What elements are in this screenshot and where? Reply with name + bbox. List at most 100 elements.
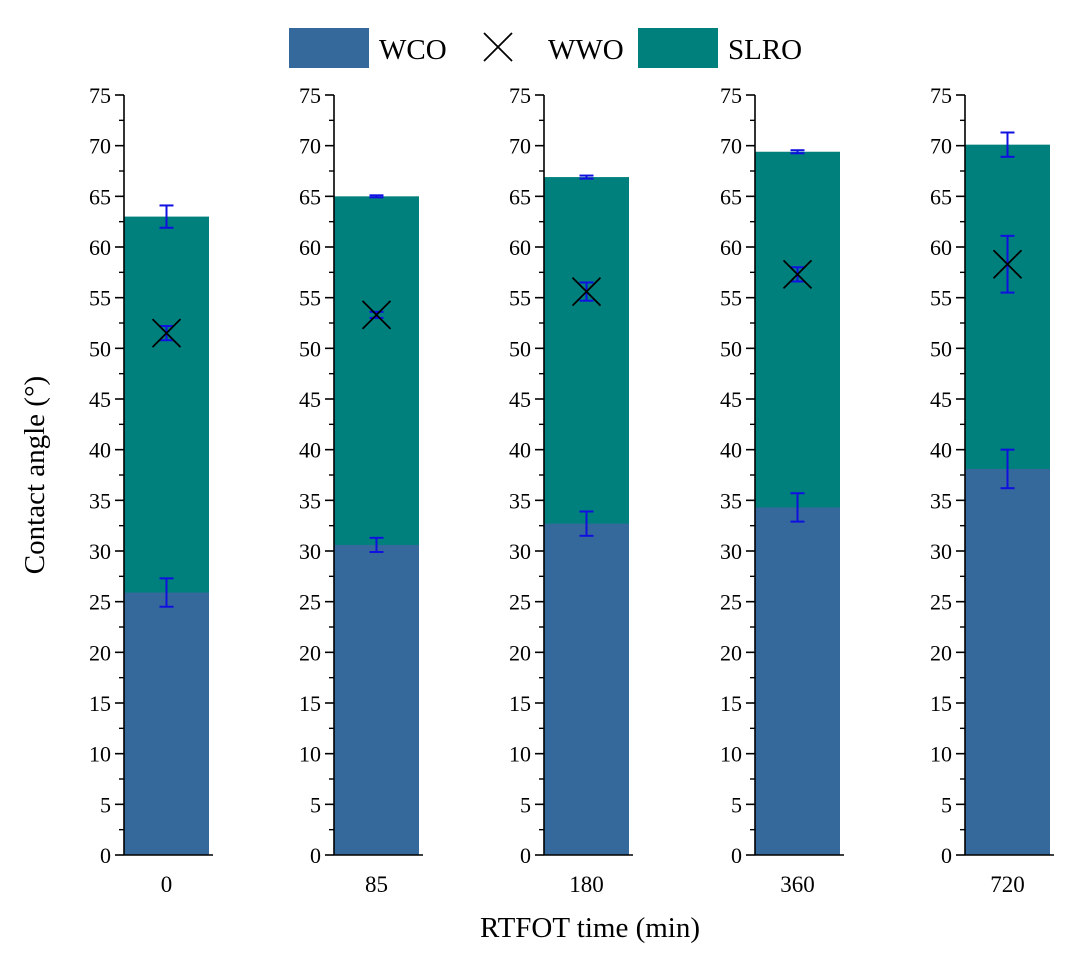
y-tick-label: 65: [89, 184, 111, 209]
x-tick-label-85: 85: [365, 872, 388, 897]
y-tick-label: 45: [89, 387, 111, 412]
y-tick-label: 20: [89, 640, 111, 665]
y-tick-label: 60: [299, 235, 321, 260]
y-tick-label: 30: [89, 539, 111, 564]
legend: WCO WWO SLRO: [289, 28, 802, 68]
y-tick-label: 45: [930, 387, 952, 412]
y-tick-label: 5: [731, 792, 742, 817]
y-tick-label: 15: [930, 691, 952, 716]
marker-wwo-stroke-b: [992, 249, 1023, 279]
legend-label-slro: SLRO: [728, 34, 802, 66]
errorbar-wco-360: [790, 492, 805, 523]
y-tick-label: 50: [299, 336, 321, 361]
legend-label-wco: WCO: [379, 34, 447, 66]
y-tick-label: 25: [930, 590, 952, 615]
y-tick-label: 20: [930, 640, 952, 665]
panel-720: 0 5 10 15 20 25 30 35 40 45 50 55 60 65 70 75 720: [930, 83, 1054, 897]
y-tick-label: 40: [720, 438, 742, 463]
y-tick-label: 70: [89, 134, 111, 159]
bar-wco-85: [334, 544, 419, 855]
y-tick-label: 35: [89, 488, 111, 513]
marker-wwo-180: [571, 276, 602, 307]
y-tick-label: 20: [299, 640, 321, 665]
errorbar-slro-360: [790, 149, 805, 155]
legend-swatch-slro: [638, 28, 718, 68]
y-tick-label: 60: [509, 235, 531, 260]
y-tick-label: 75: [720, 83, 742, 108]
x-axis-label: RTFOT time (min): [480, 912, 700, 944]
errorbar-slro-720: [1000, 131, 1015, 158]
y-tick-label: 45: [720, 387, 742, 412]
y-tick-label: 40: [509, 438, 531, 463]
errorbar-wco-0: [159, 577, 174, 608]
errorbar-wco-180: [579, 510, 594, 537]
y-tick-label: 70: [299, 134, 321, 159]
bar-wco-360: [755, 507, 840, 855]
y-tick-label: 15: [509, 691, 531, 716]
marker-wwo-stroke-b: [151, 318, 182, 348]
y-tick-label: 35: [720, 488, 742, 513]
y-tick-label: 30: [930, 539, 952, 564]
y-tick-label: 30: [720, 539, 742, 564]
y-tick-label: 70: [509, 134, 531, 159]
x-tick-label-180: 180: [569, 872, 604, 897]
y-tick-label: 40: [299, 438, 321, 463]
legend-item-wwo: WWO: [483, 32, 624, 66]
y-tick-label: 35: [299, 488, 321, 513]
y-tick-label: 0: [941, 843, 952, 868]
y-tick-label: 0: [100, 843, 111, 868]
legend-marker-wwo: [483, 32, 513, 62]
legend-swatch-wco: [289, 28, 369, 68]
panel-180: 0 5 10 15 20 25 30 35 40 45 50 55 60 65 70 75 180: [509, 83, 633, 897]
y-tick-label: 75: [299, 83, 321, 108]
y-tick-label: 65: [720, 184, 742, 209]
y-tick-label: 20: [509, 640, 531, 665]
y-tick-label: 75: [930, 83, 952, 108]
y-tick-label: 45: [509, 387, 531, 412]
y-tick-label: 0: [731, 843, 742, 868]
marker-wwo-stroke-b: [571, 276, 602, 307]
y-tick-label: 15: [299, 691, 321, 716]
y-tick-label: 10: [89, 742, 111, 767]
y-tick-label: 0: [310, 843, 321, 868]
y-tick-label: 25: [89, 590, 111, 615]
marker-wwo-360: [782, 259, 813, 289]
y-tick-label: 50: [89, 336, 111, 361]
y-tick-label: 60: [89, 235, 111, 260]
y-tick-label: 25: [509, 590, 531, 615]
y-tick-label: 30: [509, 539, 531, 564]
y-tick-label: 0: [520, 843, 531, 868]
y-axis-label: Contact angle (°): [19, 376, 51, 574]
y-tick-label: 70: [930, 134, 952, 159]
bar-wco-720: [965, 468, 1050, 855]
y-tick-label: 10: [720, 742, 742, 767]
y-tick-label: 45: [299, 387, 321, 412]
y-tick-label: 25: [299, 590, 321, 615]
y-tick-label: 30: [299, 539, 321, 564]
y-tick-label: 40: [89, 438, 111, 463]
legend-item-wco: WCO: [289, 28, 447, 68]
x-tick-label-360: 360: [780, 872, 815, 897]
y-tick-label: 10: [299, 742, 321, 767]
y-tick-label: 35: [509, 488, 531, 513]
marker-wwo-720: [992, 249, 1023, 279]
legend-item-slro: SLRO: [638, 28, 802, 68]
y-tick-label: 55: [720, 286, 742, 311]
y-tick-label: 50: [509, 336, 531, 361]
bar-wco-0: [124, 592, 209, 855]
panel-360: 0 5 10 15 20 25 30 35 40 45 50 55 60 65 70 75 360: [720, 83, 844, 897]
y-tick-label: 10: [509, 742, 531, 767]
errorbar-wco-720: [1000, 448, 1015, 490]
y-tick-label: 5: [100, 792, 111, 817]
y-tick-label: 20: [720, 640, 742, 665]
y-tick-label: 55: [299, 286, 321, 311]
chart-panels: 0510152025303540455055606570750051015202…: [89, 83, 1054, 897]
y-tick-label: 15: [89, 691, 111, 716]
panel-0: 0 5 10 15 20 25 30 35 40 45 50 55 60 65 70 75 0: [89, 83, 213, 897]
legend-label-wwo: WWO: [548, 34, 624, 66]
errorbar-wco-85: [369, 536, 384, 554]
y-tick-label: 5: [520, 792, 531, 817]
y-tick-label: 10: [930, 742, 952, 767]
panel-85: 0 5 10 15 20 25 30 35 40 45 50 55 60 65 70 75 85: [299, 83, 423, 897]
